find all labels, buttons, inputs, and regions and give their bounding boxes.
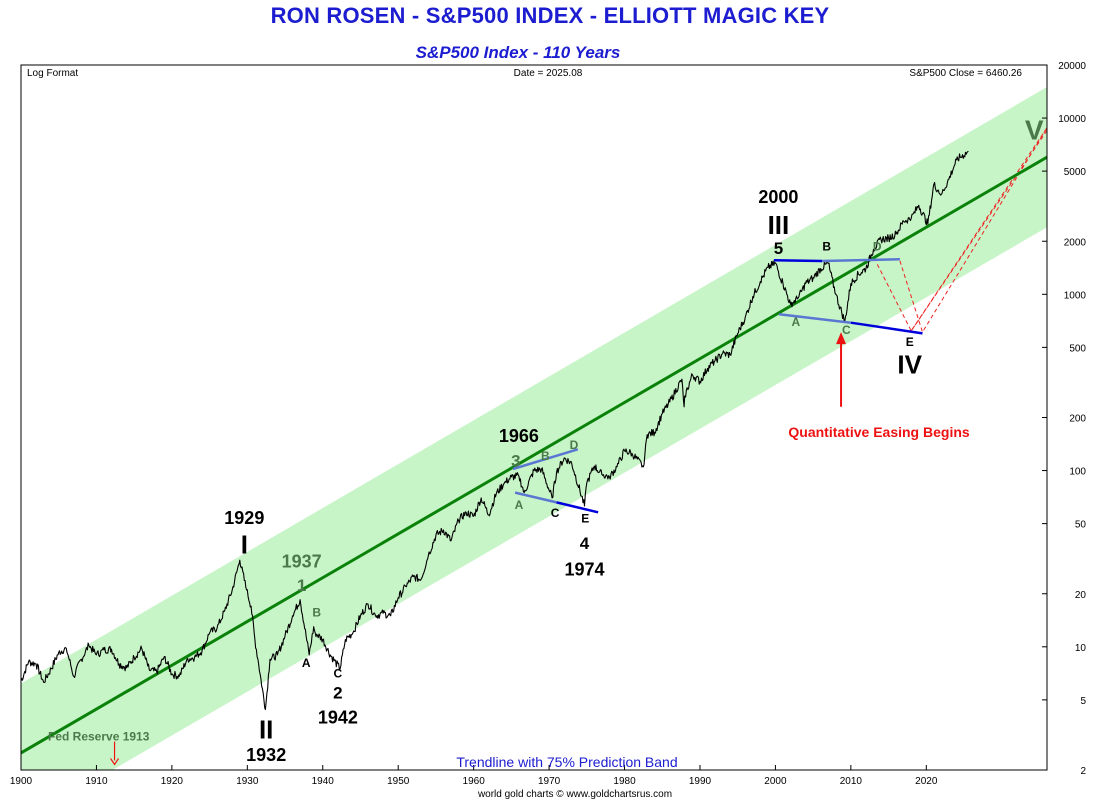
wave-label: A [302,656,311,670]
band-label: Trendline with 75% Prediction Band [456,754,677,770]
y-tick-label: 500 [1069,343,1086,354]
wave-label: B [541,449,550,463]
wave-label: 1932 [246,745,286,765]
y-tick-label: 200 [1069,414,1086,425]
x-tick-label: 1970 [538,776,561,787]
prediction-band-layer [21,87,1047,770]
wave-label: 2000 [758,187,798,207]
wave-label: A [515,498,524,512]
grid-layer [20,64,1047,771]
x-tick-label: 1920 [161,776,184,787]
x-tick-label: 1960 [463,776,486,787]
y-tick-label: 50 [1075,520,1087,531]
plot-frame [20,64,1048,771]
wave-label: 5 [774,239,783,258]
y-tick-label: 2000 [1064,237,1087,248]
wave-label: 4 [580,534,590,553]
projection-line [876,127,1047,332]
x-tick-label: 1990 [689,776,712,787]
wave-channel-line [512,448,579,471]
wave-label: B [822,239,831,253]
frame-layer [20,64,1048,771]
wave-label: D [570,438,579,452]
wave-label: 2 [333,683,342,702]
wave-lines-layer [512,258,923,514]
info-close: S&P500 Close = 6460.26 [909,68,1022,79]
wave-label: 1966 [499,426,539,446]
y-tick-label: 5 [1080,696,1086,707]
wave-label: C [334,666,343,680]
projection-layer [876,127,1047,334]
wave-label: 1974 [565,560,605,580]
wave-label: 1937 [282,551,322,571]
wave-channel-line [514,491,557,504]
y-tick-label: 5000 [1064,167,1087,178]
x-tick-label: 1900 [10,776,33,787]
x-tick-label: 1980 [613,776,636,787]
x-tick-label: 2010 [840,776,863,787]
wave-label: 3 [511,451,520,470]
price-layer [21,150,969,711]
chart-title: RON ROSEN - S&P500 INDEX - ELLIOTT MAGIC… [270,3,830,28]
wave-label: C [551,506,560,520]
wave-label: 1942 [318,708,358,728]
y-tick-label: 10000 [1058,114,1086,125]
x-tick-label: 2020 [915,776,938,787]
x-tick-label: 1910 [85,776,108,787]
x-tick-label: 1940 [312,776,335,787]
y-tick-label: 20 [1075,590,1087,601]
wave-label: E [581,511,589,525]
projection-line [899,127,1047,334]
wave-channel-line [822,258,900,263]
wave-channel-line [556,501,599,514]
y-tick-label: 20000 [1058,61,1086,72]
y-tick-label: 1000 [1064,290,1087,301]
wave-label: E [906,335,914,349]
wave-label: D [873,239,882,253]
prediction-band [21,87,1047,770]
y-tick-label: 100 [1069,467,1086,478]
x-tick-label: 1950 [387,776,410,787]
x-tick-label: 2000 [764,776,787,787]
y-tick-labels: 20000 10000 5000 2000 1000 500 200 100 50 20 10 5 2 [1058,61,1086,777]
wave-label: 1 [297,576,306,595]
chart-subtitle: S&P500 Index - 110 Years [415,43,621,62]
wave-label: IV [897,349,922,379]
y-tick-label: 2 [1080,766,1086,777]
projection-line [910,130,1047,332]
wave-label: III [768,210,790,240]
qe-arrow-head [836,332,847,345]
trendline [21,155,1047,755]
wave-label: C [842,323,851,337]
wave-label: 1929 [224,508,264,528]
trendline-layer [21,155,1047,755]
wave-channel-line [779,313,852,324]
y-tick-label: 10 [1075,643,1087,654]
x-tick-label: 1930 [236,776,259,787]
info-log-format: Log Format [27,68,78,79]
price-series-line [21,150,969,711]
qe-label: Quantitative Easing Begins [788,424,969,440]
fed-arrow-head [110,758,120,766]
wave-label: A [791,315,800,329]
wave-label: V [1025,115,1044,146]
x-tick-labels: 1900 1910 1920 1930 1940 1950 1960 1970 1980 1990… [10,776,938,787]
wave-label: I [241,530,248,560]
fed-reserve-label: Fed Reserve 1913 [48,729,150,743]
info-date: Date = 2025.08 [514,68,583,79]
wave-label: II [259,715,273,745]
wave-channel-line [773,259,823,263]
wave-label: B [312,605,321,619]
wave-channel-line [850,321,923,335]
credit-label: world gold charts © www.goldchartsrus.co… [477,789,672,800]
